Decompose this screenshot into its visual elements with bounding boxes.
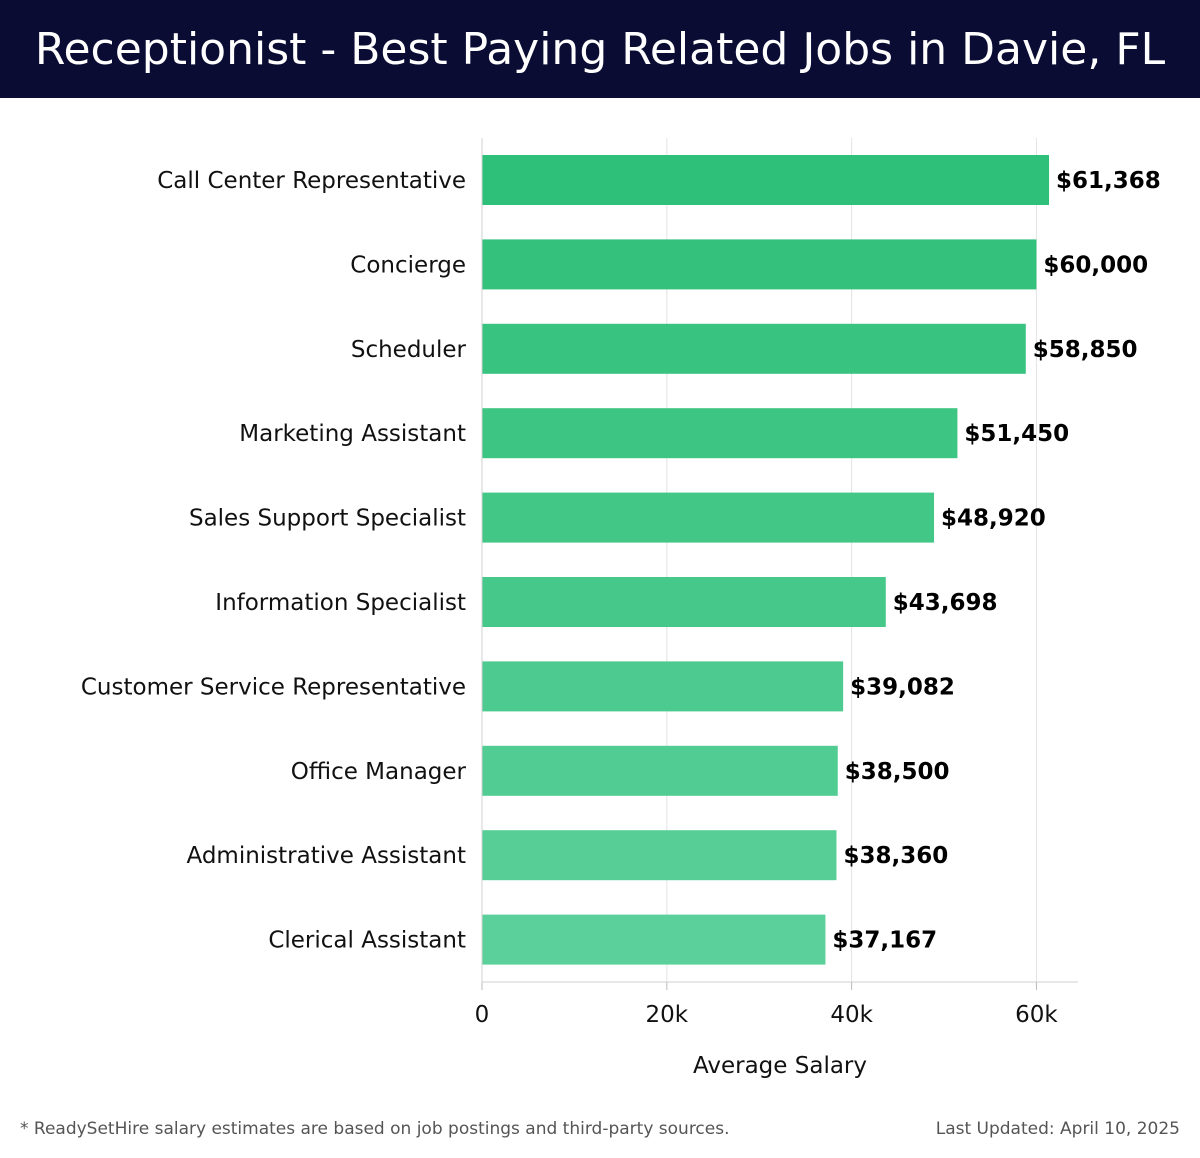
value-label: $58,850 bbox=[1033, 337, 1138, 363]
bar bbox=[482, 661, 844, 712]
bar bbox=[482, 577, 886, 627]
bar bbox=[482, 408, 958, 459]
category-label: Call Center Representative bbox=[157, 168, 466, 194]
x-tick-label: 60k bbox=[1015, 1002, 1058, 1028]
label-layer: Call Center Representative $61,368 Concier… bbox=[81, 168, 1161, 954]
bar-chart: Call Center Representative $61,368 Concier… bbox=[81, 138, 1161, 1079]
bar bbox=[482, 914, 826, 965]
category-label: Information Specialist bbox=[215, 590, 466, 616]
value-label: $51,450 bbox=[964, 421, 1069, 447]
value-label: $39,082 bbox=[850, 674, 955, 700]
value-label: $60,000 bbox=[1043, 252, 1148, 278]
page-title: Receptionist - Best Paying Related Jobs … bbox=[34, 23, 1166, 75]
value-label: $48,920 bbox=[941, 506, 1046, 532]
bar bbox=[482, 155, 1050, 205]
x-axis-title: Average Salary bbox=[693, 1053, 867, 1079]
value-label: $61,368 bbox=[1056, 168, 1161, 194]
category-label: Concierge bbox=[350, 252, 466, 278]
value-label: $37,167 bbox=[832, 928, 937, 954]
last-updated: Last Updated: April 10, 2025 bbox=[935, 1119, 1180, 1139]
bar bbox=[482, 492, 935, 543]
category-label: Scheduler bbox=[351, 337, 467, 363]
category-label: Customer Service Representative bbox=[81, 674, 466, 700]
x-tick-label: 40k bbox=[830, 1002, 873, 1028]
value-label: $38,360 bbox=[843, 843, 948, 869]
axis-layer: 0 20k 40k 60k bbox=[475, 138, 1078, 1028]
value-label: $43,698 bbox=[893, 590, 998, 616]
header: Receptionist - Best Paying Related Jobs … bbox=[0, 0, 1200, 98]
category-label: Administrative Assistant bbox=[186, 843, 466, 869]
bar-layer bbox=[482, 155, 1050, 965]
category-label: Office Manager bbox=[291, 759, 467, 785]
x-tick-label: 20k bbox=[646, 1002, 689, 1028]
bar bbox=[482, 323, 1026, 374]
bar bbox=[482, 239, 1037, 290]
category-label: Clerical Assistant bbox=[268, 928, 466, 954]
x-tick-label: 0 bbox=[475, 1002, 490, 1028]
bar bbox=[482, 830, 837, 881]
category-label: Marketing Assistant bbox=[239, 421, 466, 447]
bar bbox=[482, 745, 838, 796]
category-label: Sales Support Specialist bbox=[189, 506, 466, 532]
value-label: $38,500 bbox=[845, 759, 950, 785]
footer-note: * ReadySetHire salary estimates are base… bbox=[20, 1119, 730, 1139]
